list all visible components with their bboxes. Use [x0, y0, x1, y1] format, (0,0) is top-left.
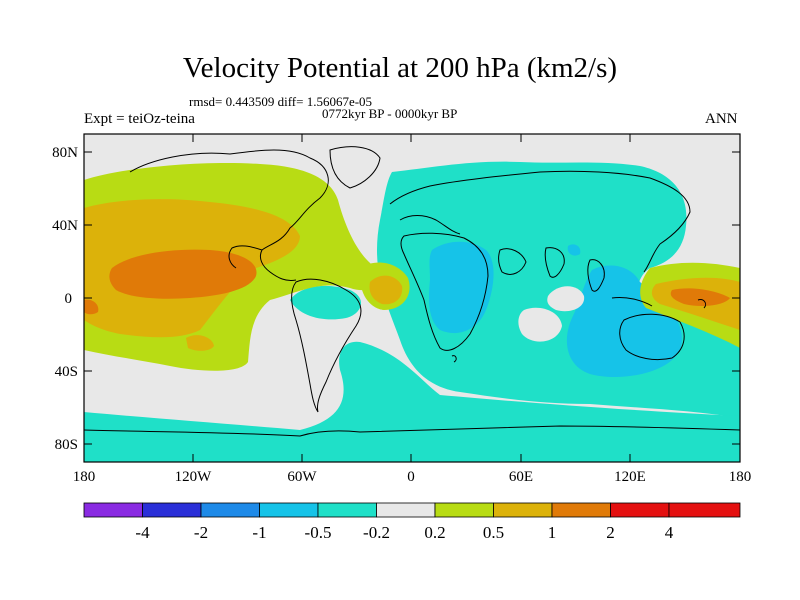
colorbar [83, 502, 741, 518]
neutral-region-arabian-sea [518, 307, 562, 342]
coastlines [84, 146, 740, 437]
lon-label-0: 0 [407, 469, 415, 485]
colorbar-label: -1 [252, 523, 266, 542]
colorbar-box [259, 502, 319, 518]
colorbar-box [668, 502, 741, 518]
positive-strong-region-date-line [84, 299, 99, 315]
colorbar-box [551, 502, 611, 518]
map-title: Velocity Potential at 200 hPa (km2/s) [182, 52, 618, 84]
positive-mid-region-south-pacific [186, 335, 214, 351]
latitude-axis [84, 151, 740, 445]
colorbar-label: 2 [606, 523, 615, 542]
longitude-axis [192, 134, 631, 462]
colorbar-box [142, 502, 202, 518]
colorbar-box [434, 502, 494, 518]
colorbar-box [317, 502, 377, 518]
experiment-label: Expt = teiOz-teina [84, 111, 195, 127]
positive-mid-region-atlantic [369, 275, 403, 305]
colorbar-label: -4 [135, 523, 150, 542]
colorbar-box [493, 502, 553, 518]
period-text: 0772kyr BP - 0000kyr BP [322, 106, 458, 121]
negative-region-atlantic [290, 285, 362, 320]
negative-region-southern-ocean [84, 341, 740, 462]
positive-strong-region-east-pacific [109, 249, 257, 299]
season-label: ANN [705, 111, 738, 127]
lon-label-180w: 180 [73, 469, 96, 485]
colorbar-label: -0.2 [363, 523, 390, 542]
lat-label-80s: 80S [55, 437, 78, 453]
negative-mid-region-australia [566, 265, 682, 377]
contour-field [84, 134, 740, 462]
lat-label-equator: 0 [65, 291, 73, 307]
colorbar-label: 1 [548, 523, 557, 542]
lat-label-80n: 80N [52, 145, 78, 161]
lat-label-40s: 40S [55, 364, 78, 380]
colorbar-box [200, 502, 260, 518]
negative-mid-region-africa [429, 241, 494, 334]
stats-text: rmsd= 0.443509 diff= 1.56067e-05 [189, 94, 373, 109]
colorbar-label: 4 [665, 523, 674, 542]
colorbar-label: 0.2 [424, 523, 445, 542]
colorbar-box [376, 502, 436, 518]
colorbar-box [83, 502, 143, 518]
positive-strong-region-west-pacific [670, 288, 730, 306]
colorbar-label: 0.5 [483, 523, 504, 542]
neutral-region-indian-ocean [547, 286, 585, 312]
lon-label-60e: 60E [509, 469, 533, 485]
lon-label-120w: 120W [175, 469, 213, 485]
lon-label-60w: 60W [287, 469, 317, 485]
lat-label-40n: 40N [52, 218, 78, 234]
lon-label-120e: 120E [614, 469, 646, 485]
lon-label-180e: 180 [729, 469, 752, 485]
colorbar-label: -2 [194, 523, 208, 542]
colorbar-label: -0.5 [305, 523, 332, 542]
colorbar-box [610, 502, 670, 518]
negative-mid-region-india [567, 244, 581, 256]
